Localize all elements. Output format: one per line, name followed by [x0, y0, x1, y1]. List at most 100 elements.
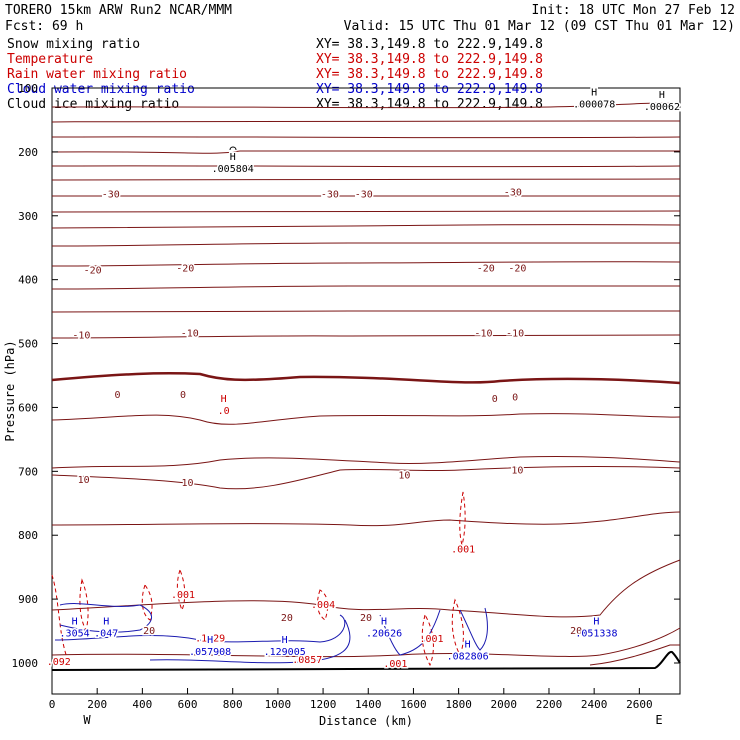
extremum-marker: H	[381, 617, 387, 628]
extremum-value: .3054	[60, 629, 90, 640]
extremum-value: .0	[218, 406, 230, 417]
x-tick-label: 2000	[491, 698, 518, 711]
y-tick-label: 500	[18, 338, 38, 351]
rain-contour-label: .001	[419, 634, 443, 645]
temperature-contour-label: 20	[281, 613, 293, 624]
rain-contour-label: .1229	[195, 633, 225, 644]
snow-contour	[229, 146, 237, 151]
field-xy-temperature: XY= 38.3,149.8 to 222.9,149.8	[316, 52, 543, 67]
extremum-marker: H	[659, 90, 665, 101]
axes: 0 200 400 600 800 1000 1200 1400 1600 1800 2000 220…	[12, 82, 680, 711]
temperature-contour-label: 0	[114, 390, 120, 401]
x-tick-label: 2600	[626, 698, 653, 711]
plot-frame	[51, 87, 681, 695]
field-xy-cloud-water: XY= 38.3,149.8 to 222.9,149.8	[316, 82, 543, 97]
forecast-hour: Fcst: 69 h	[5, 19, 83, 34]
y-tick-label: 700	[18, 465, 38, 478]
temperature-contour-label: 0	[512, 393, 518, 404]
init-time: Init: 18 UTC Mon 27 Feb 12	[532, 3, 736, 18]
rain-contour-label: .001	[451, 545, 475, 556]
temperature-contour-label: 10	[511, 465, 523, 476]
x-tick-label: 1800	[445, 698, 472, 711]
temperature-contour-label: -10	[181, 329, 199, 340]
extremum-value: .047	[94, 629, 118, 640]
temperature-contour-label: 20	[143, 626, 155, 637]
x-tick-label: 0	[49, 698, 56, 711]
extremum-marker: H	[282, 635, 288, 646]
temperature-contour-label: 10	[78, 475, 90, 486]
temperature-contour-label: -20	[84, 265, 102, 276]
extremum-marker: H	[230, 152, 236, 163]
ground-line	[51, 650, 681, 671]
temperature-contour-label: -20	[176, 264, 194, 275]
extremum-value: .051338	[575, 629, 617, 640]
temperature-contour-label: -10	[474, 329, 492, 340]
extremum-marker: H	[221, 394, 227, 405]
x-tick-label: 1000	[265, 698, 292, 711]
temperature-contour-label: 20	[570, 626, 582, 637]
y-axis-label: Pressure (hPa)	[3, 340, 17, 441]
temperature-contour-label: 10	[398, 471, 410, 482]
y-tick-label: 400	[18, 274, 38, 287]
temperature-contour-label: 0	[492, 394, 498, 405]
extremum-value: .129005	[264, 647, 306, 658]
temperature-contour-label: -20	[477, 264, 495, 275]
x-tick-label: 2400	[581, 698, 608, 711]
extremum-value: .005804	[212, 164, 254, 175]
field-name-temperature: Temperature	[7, 52, 93, 67]
model-title: TORERO 15km ARW Run2 NCAR/MMM	[5, 3, 232, 18]
field-xy-cloud-ice: XY= 38.3,149.8 to 222.9,149.8	[316, 97, 543, 112]
extremum-value: .00062	[644, 102, 680, 113]
temperature-contour-label: -10	[506, 329, 524, 340]
field-legend: Snow mixing ratio XY= 38.3,149.8 to 222.…	[7, 37, 543, 112]
extremum-value: .057908	[189, 647, 231, 658]
extremum-marker: H	[591, 88, 597, 99]
temperature-contour-label: 10	[182, 478, 194, 489]
temperature-contour-label: -30	[504, 188, 522, 199]
extremum-marker: H	[207, 635, 213, 646]
extremum-marker: H	[72, 617, 78, 628]
x-tick-label: 1200	[310, 698, 337, 711]
x-tick-label: 1600	[400, 698, 427, 711]
y-tick-label: 600	[18, 401, 38, 414]
extremum-value: .082806	[447, 652, 489, 663]
temperature-contours	[51, 102, 681, 666]
y-tick-label: 900	[18, 593, 38, 606]
temperature-contour-label: -30	[355, 189, 373, 200]
field-name-cloud-water: Cloud water mixing ratio	[7, 82, 195, 97]
x-tick-label: 600	[178, 698, 198, 711]
rain-contour-label: .001	[383, 659, 407, 670]
temperature-contour-label: 20	[360, 613, 372, 624]
extremum-marker: H	[465, 640, 471, 651]
extremum-marker: H	[593, 617, 599, 628]
extremum-value: .20626	[366, 629, 402, 640]
y-tick-label: 1000	[12, 657, 39, 670]
y-tick-label: 200	[18, 146, 38, 159]
direction-west: W	[83, 713, 91, 727]
rain-contour-label: .0857	[292, 655, 322, 666]
y-tick-label: 800	[18, 529, 38, 542]
temperature-contour-label: -20	[508, 264, 526, 275]
x-tick-label: 1400	[355, 698, 382, 711]
extremum-value: .000078	[573, 100, 615, 111]
rain-contour-label: .092	[47, 657, 71, 668]
temperature-contour-label: -30	[321, 189, 339, 200]
field-xy-rain: XY= 38.3,149.8 to 222.9,149.8	[316, 67, 543, 82]
y-tick-label: 300	[18, 210, 38, 223]
direction-east: E	[655, 713, 662, 727]
field-name-snow: Snow mixing ratio	[7, 37, 140, 52]
valid-time: Valid: 15 UTC Thu 01 Mar 12 (09 CST Thu …	[344, 19, 735, 34]
x-tick-label: 800	[223, 698, 243, 711]
x-tick-label: 200	[87, 698, 107, 711]
x-axis-label: Distance (km)	[319, 714, 413, 728]
temperature-contour-label: -30	[102, 189, 120, 200]
field-name-cloud-ice: Cloud ice mixing ratio	[7, 97, 179, 112]
field-name-rain: Rain water mixing ratio	[7, 67, 187, 82]
x-tick-label: 400	[132, 698, 152, 711]
rain-contour-label: .001	[171, 590, 195, 601]
field-xy-snow: XY= 38.3,149.8 to 222.9,149.8	[316, 37, 543, 52]
contour-labels: -30 -30 -30 -30 -20 -20 -20 -20 -10 -10 -10 -10 0 0 0 0…	[45, 86, 681, 672]
y-tick-label: 100	[18, 82, 38, 95]
cloud-water-contours	[54, 603, 488, 664]
